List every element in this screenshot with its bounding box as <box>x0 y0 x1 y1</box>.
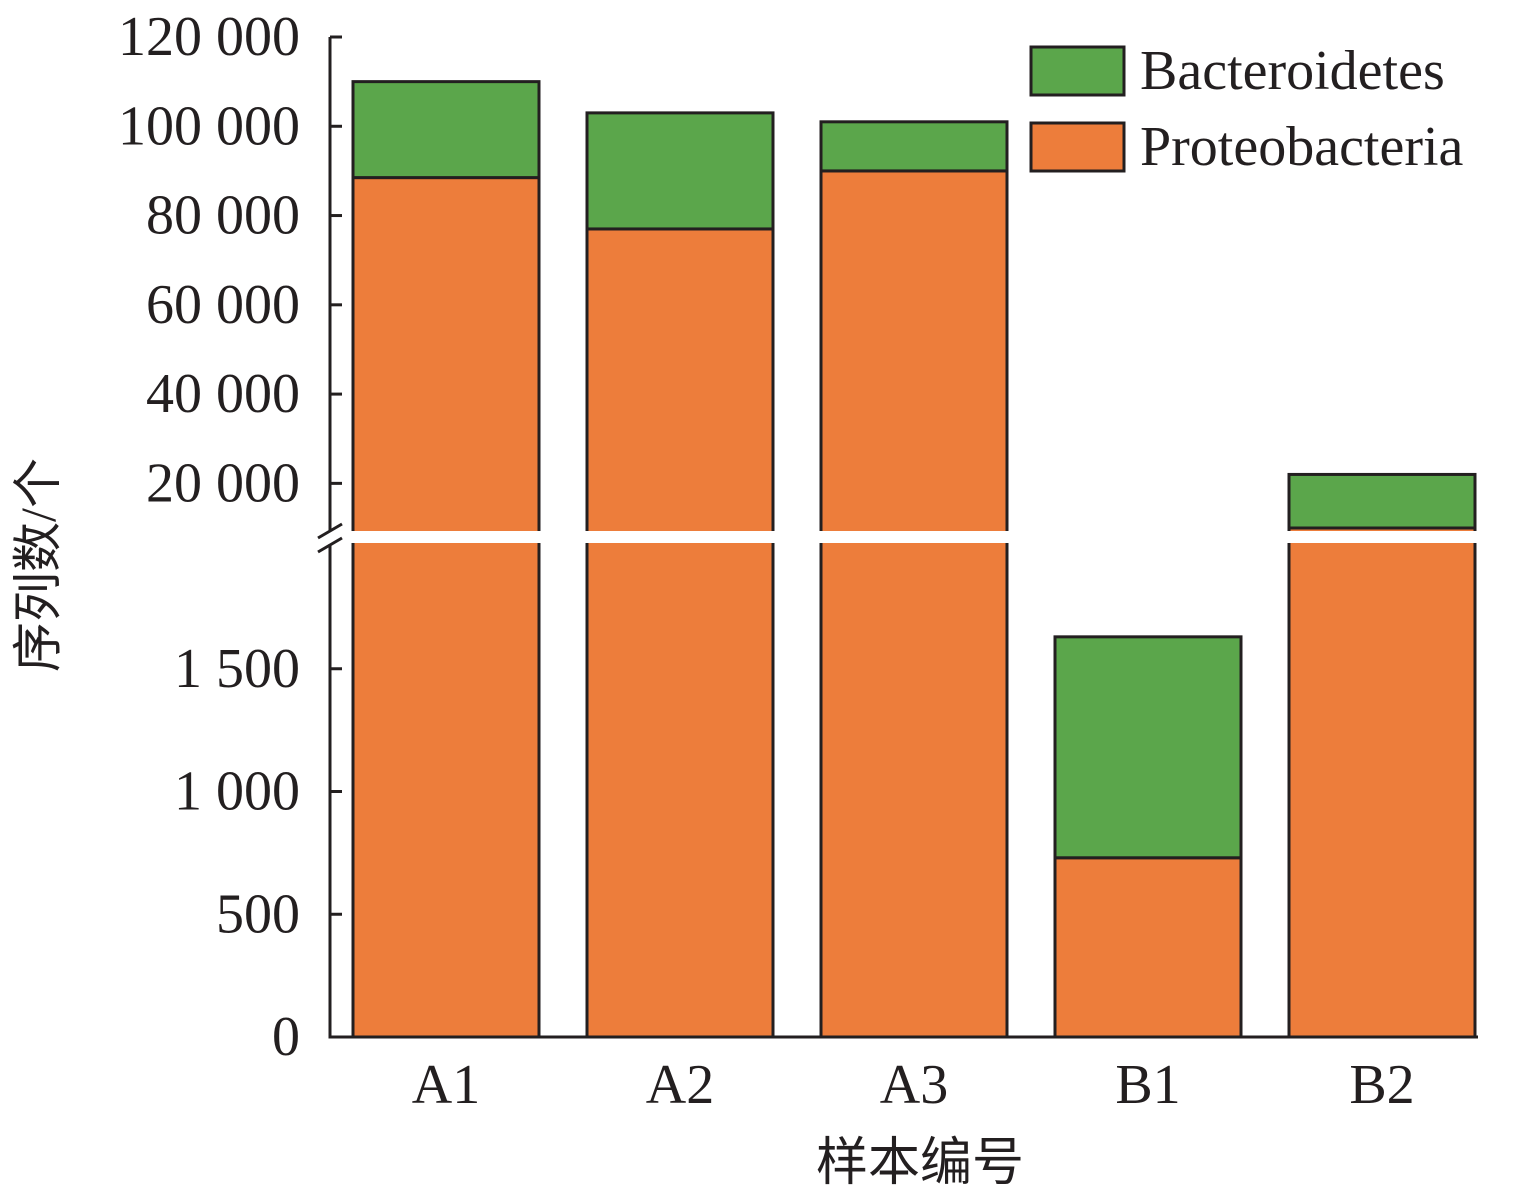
bar-b2-bacteroidetes <box>1287 472 1477 530</box>
bar-a1-proteobacteria <box>351 176 541 1039</box>
bar-b1-bacteroidetes <box>1053 635 1243 860</box>
break-mark-lower <box>317 536 343 554</box>
y-tick-label: 120 000 <box>118 6 300 68</box>
legend-label-proteobacteria: Proteobacteria <box>1140 116 1464 178</box>
axis-break <box>318 531 1488 543</box>
bar-b2-proteobacteria <box>1287 526 1477 1039</box>
legend-swatch-proteobacteria <box>1029 121 1126 173</box>
y-axis-label: 序列数/个 <box>10 458 66 672</box>
x-tick-labels: A1 A2 A3 B1 B2 <box>412 1054 1415 1116</box>
legend-label-bacteroidetes: Bacteroidetes <box>1140 40 1445 102</box>
bar-a2-bacteroidetes <box>585 111 775 231</box>
y-tick-label: 100 000 <box>118 95 300 157</box>
x-tick-label: B1 <box>1115 1054 1180 1116</box>
y-tick-labels: 0 500 1 000 1 500 20 000 40 000 60 000 80 000 10… <box>118 6 300 1068</box>
x-tick-label: B2 <box>1349 1054 1414 1116</box>
bar-a2-proteobacteria <box>585 227 775 1039</box>
bar-b1-proteobacteria <box>1053 856 1243 1039</box>
y-tick-label: 60 000 <box>146 274 300 336</box>
x-tick-label: A3 <box>880 1054 948 1116</box>
x-tick-label: A1 <box>412 1054 480 1116</box>
y-tick-label: 80 000 <box>146 185 300 247</box>
x-axis-label: 样本编号 <box>816 1135 1024 1192</box>
break-mark-upper <box>317 522 343 540</box>
axes-group <box>317 35 1478 1039</box>
bar-a1-bacteroidetes <box>351 80 541 180</box>
bar-a3-bacteroidetes <box>819 120 1009 173</box>
y-tick-label: 1 500 <box>174 638 300 700</box>
y-tick-label: 40 000 <box>146 363 300 425</box>
y-tick-label: 0 <box>272 1006 300 1068</box>
x-tick-label: A2 <box>646 1054 714 1116</box>
bars-group <box>351 80 1477 1039</box>
legend-swatch-bacteroidetes <box>1029 45 1126 97</box>
bar-a3-proteobacteria <box>819 169 1009 1039</box>
y-tick-label: 500 <box>216 883 300 945</box>
y-tick-label: 20 000 <box>146 452 300 514</box>
y-tick-label: 1 000 <box>174 761 300 823</box>
legend: Bacteroidetes Proteobacteria <box>1029 40 1464 178</box>
break-band <box>318 531 1488 543</box>
